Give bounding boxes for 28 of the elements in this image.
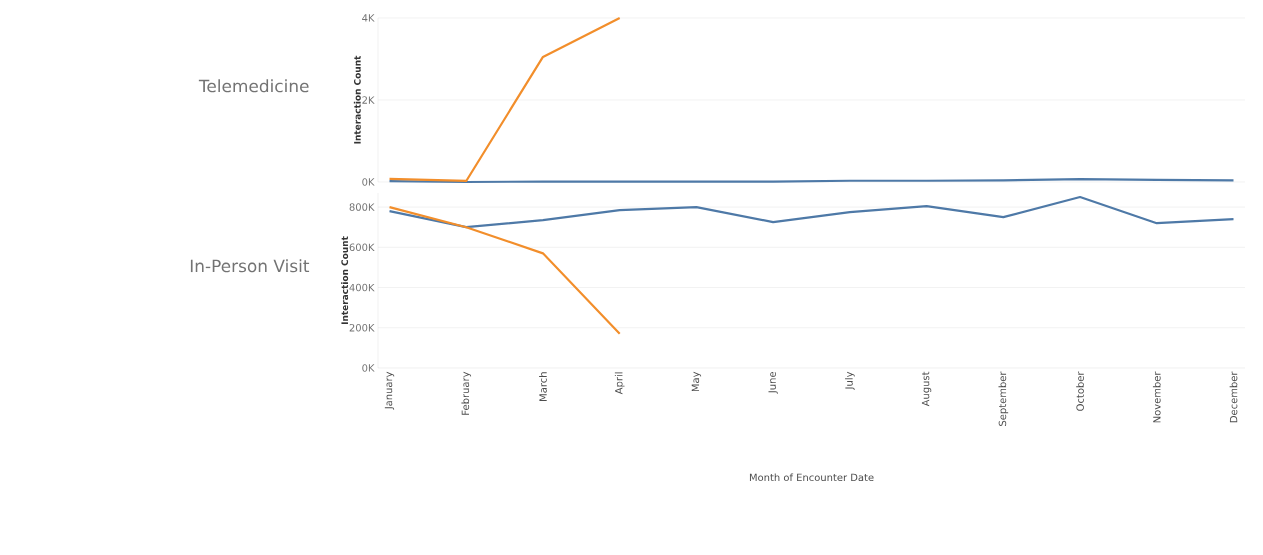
x-tick-label: February: [461, 371, 472, 415]
x-tick-label: September: [998, 371, 1009, 426]
x-tick-label: May: [691, 371, 702, 392]
x-tick-label: April: [614, 372, 625, 395]
x-tick-label: December: [1229, 371, 1238, 423]
y-tick-label: 0K: [362, 178, 375, 186]
line-series: [388, 16, 621, 183]
x-tick-label: June: [768, 372, 778, 394]
y-axis-title: Interaction Count: [353, 55, 361, 144]
x-tick-label: November: [1152, 371, 1161, 423]
y-tick-label: 600K: [349, 243, 375, 252]
x-tick-label: July: [845, 371, 855, 390]
line-series: [388, 195, 1235, 229]
x-tick-label: October: [1076, 371, 1084, 411]
x-tick-label: August: [921, 371, 932, 407]
y-tick-label: 200K: [349, 323, 375, 332]
x-tick-label: January: [384, 371, 395, 410]
text: Telemedicine: [198, 79, 309, 93]
x-tick-label: March: [539, 372, 547, 401]
y-axis-title: Interaction Count: [341, 236, 349, 325]
y-tick-label: 800K: [349, 203, 375, 211]
y-tick-label: 2K: [362, 96, 375, 104]
y-tick-label: 4K: [362, 14, 375, 22]
line-series: [388, 205, 621, 335]
y-tick-label: 0K: [362, 364, 375, 372]
y-tick-label: 400K: [349, 283, 375, 292]
x-axis-title: Month of Encounter Date: [749, 473, 874, 482]
text: In-Person Visit: [190, 259, 310, 273]
